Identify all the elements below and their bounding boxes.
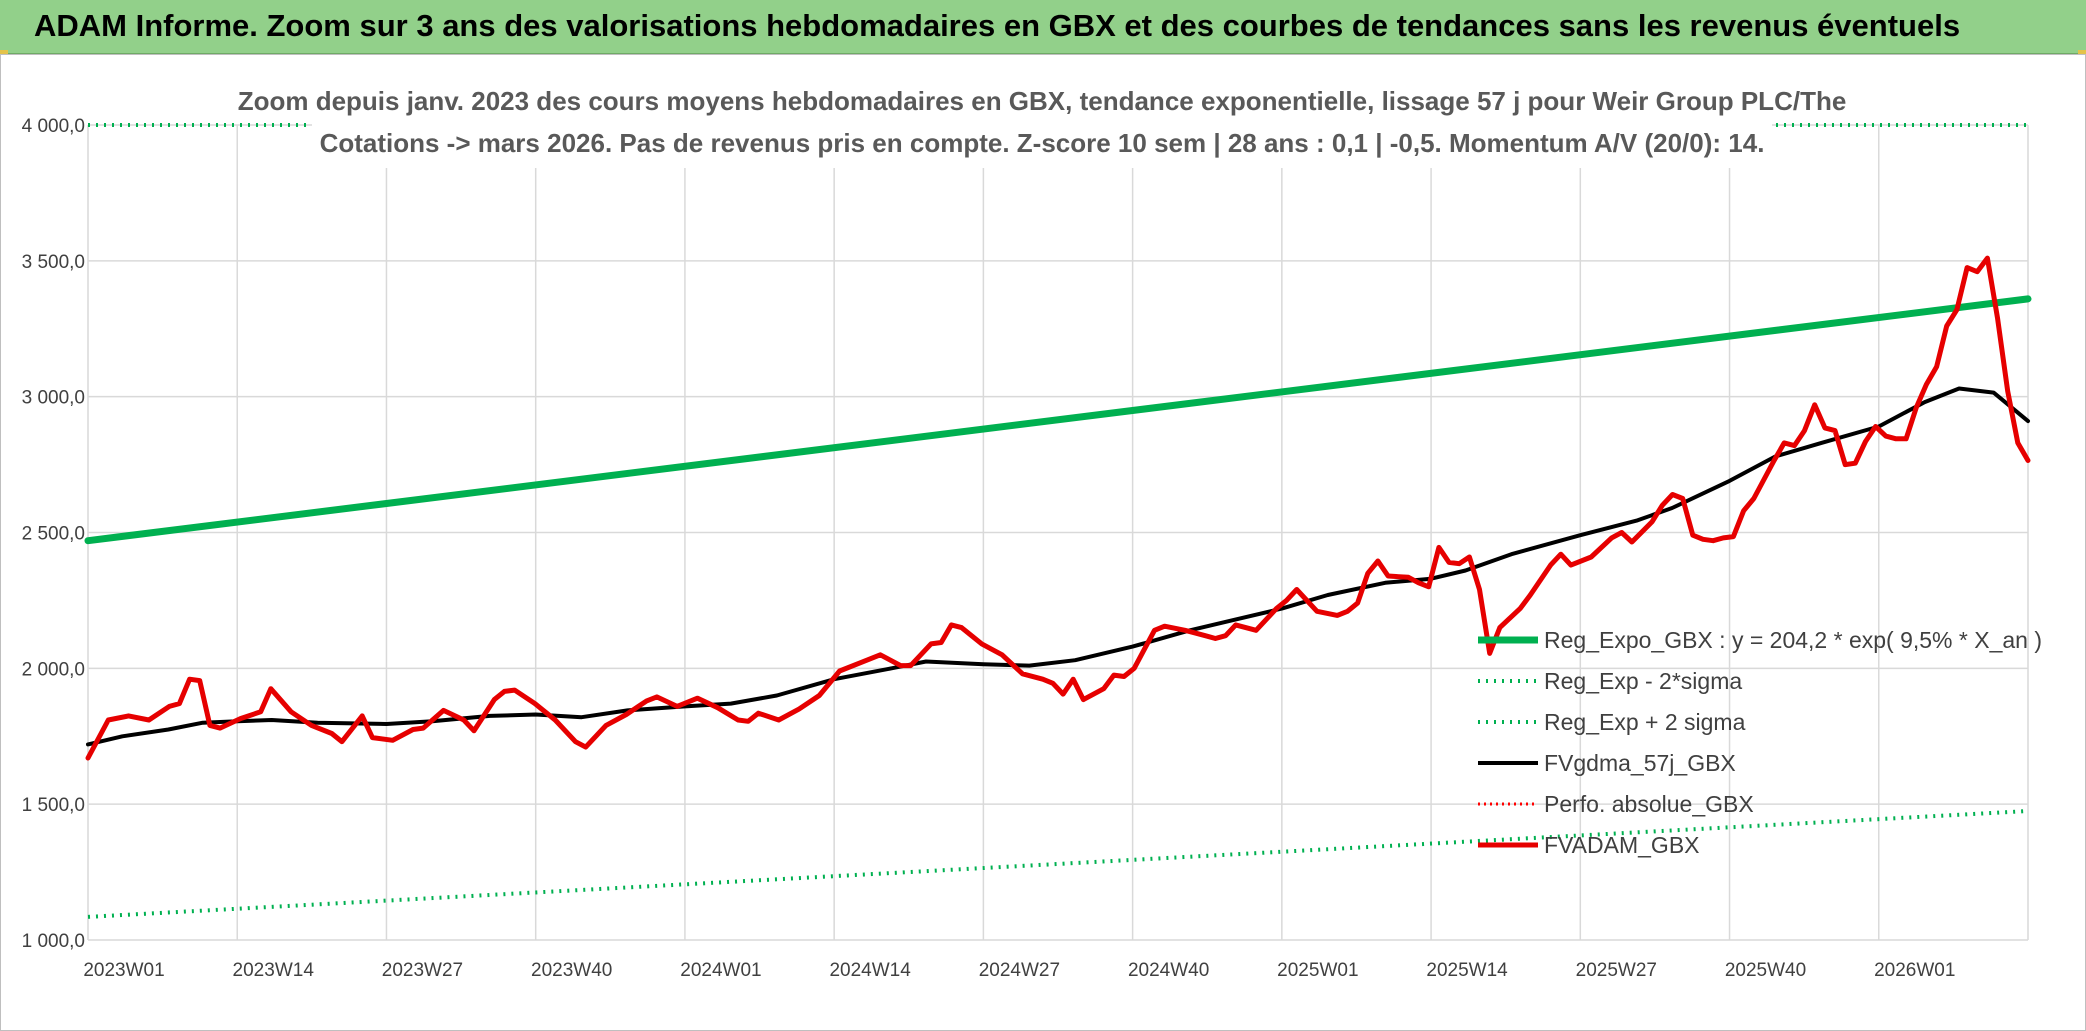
legend-label-smooth: FVgdma_57j_GBX	[1544, 750, 1736, 776]
report-title: ADAM Informe. Zoom sur 3 ans des valoris…	[34, 8, 1961, 43]
x-tick-label: 2024W27	[979, 960, 1060, 981]
series-line-price	[85, 255, 2031, 761]
x-tick-label: 2025W40	[1725, 960, 1806, 981]
x-tick-label: 2025W14	[1426, 960, 1508, 981]
series-line-trend	[84, 295, 2032, 545]
chart-frame	[0, 54, 2086, 1031]
chart-legend: Reg_Expo_GBX : y = 204,2 * exp( 9,5% * X…	[1478, 627, 2042, 858]
legend-label-lower: Reg_Exp - 2*sigma	[1544, 668, 1742, 694]
x-tick-label: 2024W14	[829, 960, 911, 981]
chart-title-background	[312, 78, 1772, 168]
legend-label-upper: Reg_Exp + 2 sigma	[1544, 709, 1746, 735]
x-tick-label: 2026W01	[1874, 960, 1955, 981]
x-tick-label: 2025W27	[1576, 960, 1657, 981]
x-tick-label: 2023W40	[531, 960, 612, 981]
y-tick-label: 3 500,0	[22, 252, 85, 273]
x-tick-label: 2023W27	[382, 960, 463, 981]
y-tick-label: 3 000,0	[22, 388, 85, 409]
x-tick-label: 2024W01	[680, 960, 761, 981]
x-tick-label: 2023W14	[233, 960, 315, 981]
y-tick-label: 2 500,0	[22, 524, 85, 545]
y-tick-label: 1 000,0	[22, 931, 85, 952]
report-banner: ADAM Informe. Zoom sur 3 ans des valoris…	[0, 0, 2086, 54]
chart-title-line-1: Zoom depuis janv. 2023 des cours moyens …	[238, 86, 1847, 116]
y-tick-label: 1 500,0	[22, 795, 85, 816]
legend-label-trend: Reg_Expo_GBX : y = 204,2 * exp( 9,5% * X…	[1544, 627, 2042, 653]
legend-label-perfo: Perfo. absolue_GBX	[1544, 791, 1754, 817]
x-tick-label: 2024W40	[1128, 960, 1209, 981]
series-line-smooth	[86, 386, 2030, 747]
legend-label-price: FVADAM_GBX	[1544, 832, 1700, 858]
axis-labels: 1 000,0 1 500,0 2 000,0 2 500,0 3 000,0 3 500…	[22, 116, 1956, 981]
y-tick-label: 2 000,0	[22, 659, 85, 680]
y-tick-label: 4 000,0	[22, 116, 85, 137]
x-tick-label: 2025W01	[1277, 960, 1358, 981]
x-tick-label: 2023W01	[83, 960, 164, 981]
chart-title-line-2: Cotations -> mars 2026. Pas de revenus p…	[320, 128, 1765, 158]
